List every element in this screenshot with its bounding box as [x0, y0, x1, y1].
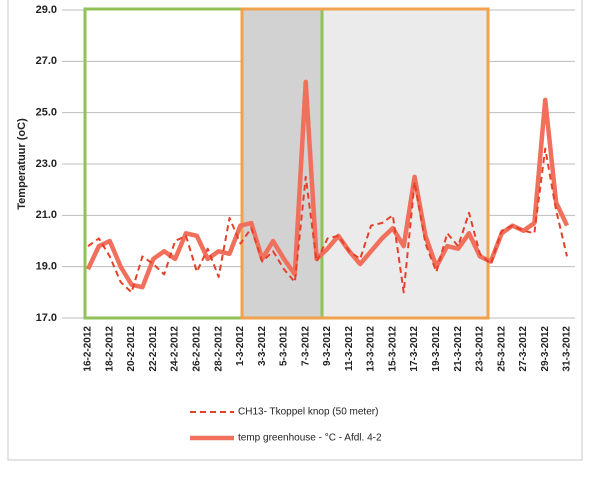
x-tick-label: 19-3-2012 — [431, 326, 442, 372]
legend-label: CH13- Tkoppel knop (50 meter) — [238, 407, 378, 418]
x-tick-label: 28-2-2012 — [213, 326, 224, 372]
y-tick-label: 23.0 — [36, 158, 57, 170]
x-tick-label: 18-2-2012 — [104, 326, 115, 372]
x-tick-label: 3-3-2012 — [257, 326, 268, 366]
legend-label: temp greenhouse - °C - Afdl. 4-2 — [238, 433, 382, 444]
x-tick-label: 31-3-2012 — [562, 326, 573, 372]
x-tick-label: 20-2-2012 — [126, 326, 137, 372]
y-tick-label: 25.0 — [36, 107, 57, 119]
series-line — [87, 147, 568, 294]
x-tick-label: 26-2-2012 — [192, 326, 203, 372]
x-tick-label: 9-3-2012 — [322, 326, 333, 366]
x-tick-label: 1-3-2012 — [235, 326, 246, 366]
x-tick-label: 11-3-2012 — [344, 326, 355, 371]
x-tick-label: 15-3-2012 — [387, 326, 398, 372]
x-tick-label: 17-3-2012 — [409, 326, 420, 372]
x-tick-label: 5-3-2012 — [279, 326, 290, 366]
y-tick-label: 29.0 — [36, 4, 57, 16]
x-tick-label: 16-2-2012 — [83, 326, 94, 372]
y-tick-label: 19.0 — [36, 261, 57, 273]
x-tick-label: 25-3-2012 — [496, 326, 507, 372]
x-tick-label: 7-3-2012 — [300, 326, 311, 366]
x-tick-label: 21-3-2012 — [453, 326, 464, 372]
green-period-box — [83, 7, 324, 320]
x-tick-label: 24-2-2012 — [170, 326, 181, 372]
y-axis-label: Temperatuur (oC) — [16, 118, 28, 210]
y-tick-label: 17.0 — [36, 312, 57, 324]
x-tick-label: 29-3-2012 — [540, 326, 551, 372]
y-tick-label: 27.0 — [36, 55, 57, 67]
y-tick-label: 21.0 — [36, 209, 57, 221]
x-tick-label: 13-3-2012 — [366, 326, 377, 372]
x-tick-label: 27-3-2012 — [518, 326, 529, 372]
orange-period-box — [240, 7, 490, 320]
x-tick-label: 23-3-2012 — [475, 326, 486, 372]
x-tick-label: 22-2-2012 — [148, 326, 159, 372]
